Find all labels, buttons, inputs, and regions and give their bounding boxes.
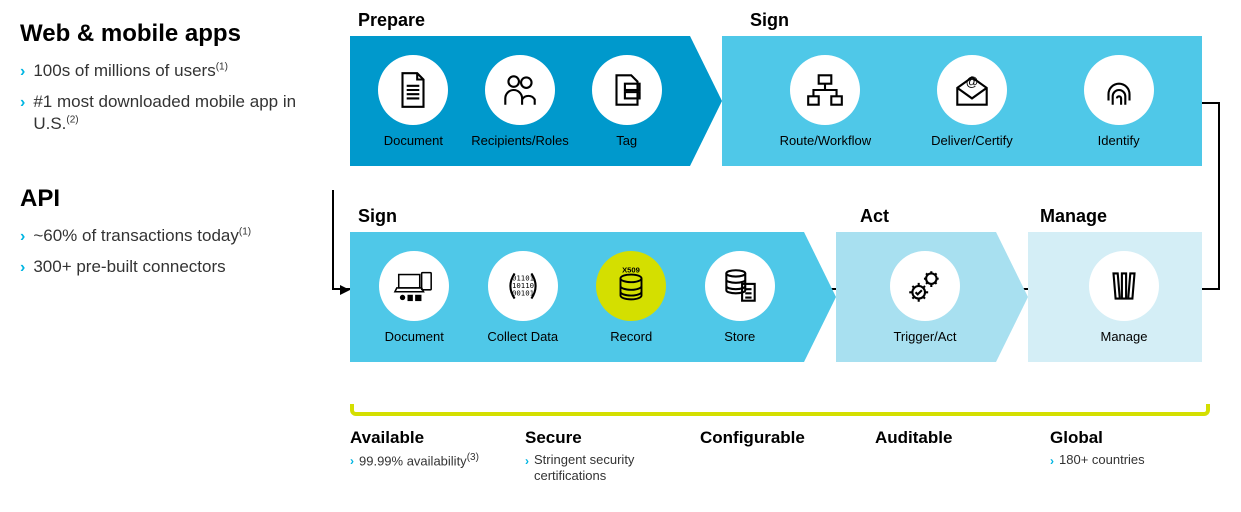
step-tag: Tag — [573, 55, 680, 148]
api-section: API › ~60% of transactions today(1) › 30… — [20, 185, 320, 279]
bottom-auditable: Auditable — [875, 428, 1035, 483]
step-record: X509 Record — [577, 251, 685, 344]
record-icon: X509 — [596, 251, 666, 321]
prepare-block: Document Recipients/Roles Tag — [350, 36, 690, 166]
web-mobile-title: Web & mobile apps — [20, 20, 320, 48]
sign-block-bottom: Document 011011011000101 Collect Data X5… — [350, 232, 804, 362]
tag-icon — [592, 55, 662, 125]
svg-text:00101: 00101 — [512, 288, 534, 297]
chevron-icon: › — [20, 62, 25, 83]
bullet: › 300+ pre-built connectors — [20, 256, 320, 279]
chevron-icon: › — [20, 258, 25, 279]
step-manage: Manage — [1070, 251, 1178, 344]
stage-label-prepare: Prepare — [350, 10, 706, 36]
step-deliver: @ Deliver/Certify — [918, 55, 1026, 148]
chevron-icon: › — [1050, 454, 1054, 468]
bottom-global: Global ›180+ countries — [1050, 428, 1210, 483]
flow-row-2: Document 011011011000101 Collect Data X5… — [350, 232, 1220, 362]
chevron-icon: › — [350, 454, 354, 469]
devices-icon — [379, 251, 449, 321]
flow-row-1: Document Recipients/Roles Tag Route/ — [350, 36, 1220, 166]
svg-text:X509: X509 — [622, 265, 640, 274]
step-store: Store — [686, 251, 794, 344]
api-title: API — [20, 185, 320, 213]
identify-icon — [1084, 55, 1154, 125]
bottom-row: Available ›99.99% availability(3) Secure… — [350, 428, 1210, 483]
chevron-icon: › — [20, 227, 25, 248]
bottom-configurable: Configurable — [700, 428, 860, 483]
deliver-icon: @ — [937, 55, 1007, 125]
chevron-icon: › — [20, 93, 25, 114]
api-bullets: › ~60% of transactions today(1) › 300+ p… — [20, 225, 320, 279]
act-block: Trigger/Act — [836, 232, 996, 362]
bullet: › ~60% of transactions today(1) — [20, 225, 320, 248]
manage-block: Manage — [1028, 232, 1202, 362]
collect-icon: 011011011000101 — [488, 251, 558, 321]
step-identify: Identify — [1065, 55, 1173, 148]
svg-text:@: @ — [966, 74, 979, 88]
bracket-line — [350, 404, 1210, 416]
bullet: › 100s of millions of users(1) — [20, 60, 320, 83]
arrowhead-icon — [340, 285, 350, 295]
web-mobile-bullets: › 100s of millions of users(1) › #1 most… — [20, 60, 320, 135]
step-devices: Document — [360, 251, 468, 344]
bottom-available: Available ›99.99% availability(3) — [350, 428, 510, 483]
step-trigger: Trigger/Act — [871, 251, 979, 344]
manage-icon — [1089, 251, 1159, 321]
document-icon — [378, 55, 448, 125]
step-document: Document — [360, 55, 467, 148]
route-icon — [790, 55, 860, 125]
step-route: Route/Workflow — [771, 55, 879, 148]
step-recipients: Recipients/Roles — [467, 55, 574, 148]
bottom-bracket: Available ›99.99% availability(3) Secure… — [350, 404, 1210, 483]
left-column: Web & mobile apps › 100s of millions of … — [20, 20, 320, 287]
recipients-icon — [485, 55, 555, 125]
bullet: › #1 most downloaded mobile app in U.S.(… — [20, 91, 320, 135]
bottom-secure: Secure ›Stringent security certification… — [525, 428, 685, 483]
store-icon — [705, 251, 775, 321]
trigger-icon — [890, 251, 960, 321]
sign-block-top: Route/Workflow @ Deliver/Certify Identif… — [722, 36, 1202, 166]
chevron-icon: › — [525, 454, 529, 483]
flow-area: Prepare Sign Document Recipients/Roles — [350, 10, 1220, 362]
step-collect: 011011011000101 Collect Data — [469, 251, 577, 344]
web-mobile-section: Web & mobile apps › 100s of millions of … — [20, 20, 320, 135]
stage-label-sign: Sign — [706, 10, 789, 36]
